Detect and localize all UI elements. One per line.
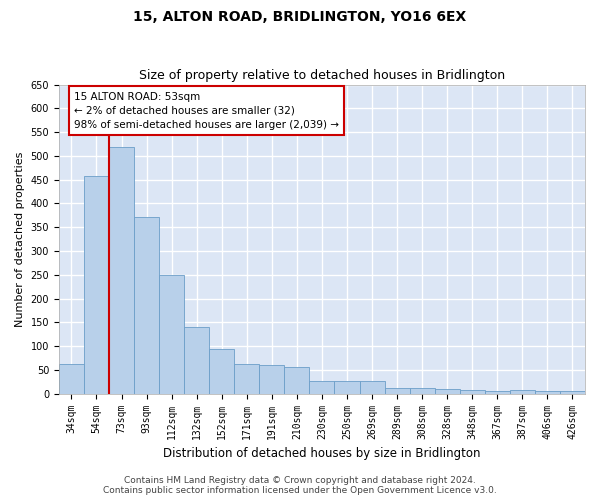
Bar: [159, 276, 184, 394]
Bar: [510, 390, 535, 394]
Bar: [109, 147, 134, 394]
Y-axis label: Number of detached properties: Number of detached properties: [15, 152, 25, 327]
Bar: [284, 367, 310, 394]
Bar: [209, 350, 234, 394]
Bar: [485, 392, 510, 394]
Text: 15, ALTON ROAD, BRIDLINGTON, YO16 6EX: 15, ALTON ROAD, BRIDLINGTON, YO16 6EX: [133, 10, 467, 24]
Bar: [410, 388, 434, 394]
Bar: [134, 217, 159, 394]
Bar: [184, 327, 209, 394]
Text: Contains HM Land Registry data © Crown copyright and database right 2024.
Contai: Contains HM Land Registry data © Crown c…: [103, 476, 497, 495]
Bar: [334, 382, 359, 394]
Bar: [560, 392, 585, 394]
Bar: [385, 388, 410, 394]
X-axis label: Distribution of detached houses by size in Bridlington: Distribution of detached houses by size …: [163, 447, 481, 460]
Bar: [310, 381, 334, 394]
Bar: [434, 390, 460, 394]
Bar: [359, 382, 385, 394]
Bar: [259, 365, 284, 394]
Text: 15 ALTON ROAD: 53sqm
← 2% of detached houses are smaller (32)
98% of semi-detach: 15 ALTON ROAD: 53sqm ← 2% of detached ho…: [74, 92, 339, 130]
Bar: [234, 364, 259, 394]
Bar: [460, 390, 485, 394]
Bar: [59, 364, 84, 394]
Bar: [84, 176, 109, 394]
Title: Size of property relative to detached houses in Bridlington: Size of property relative to detached ho…: [139, 69, 505, 82]
Bar: [535, 392, 560, 394]
